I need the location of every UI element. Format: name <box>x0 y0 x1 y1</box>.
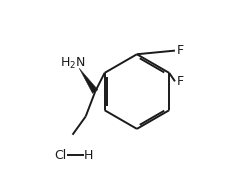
Polygon shape <box>79 68 98 93</box>
Text: H: H <box>84 149 93 162</box>
Text: Cl: Cl <box>55 149 67 162</box>
Text: F: F <box>177 44 184 57</box>
Text: F: F <box>177 75 184 88</box>
Text: $\mathregular{H_2N}$: $\mathregular{H_2N}$ <box>60 56 85 71</box>
